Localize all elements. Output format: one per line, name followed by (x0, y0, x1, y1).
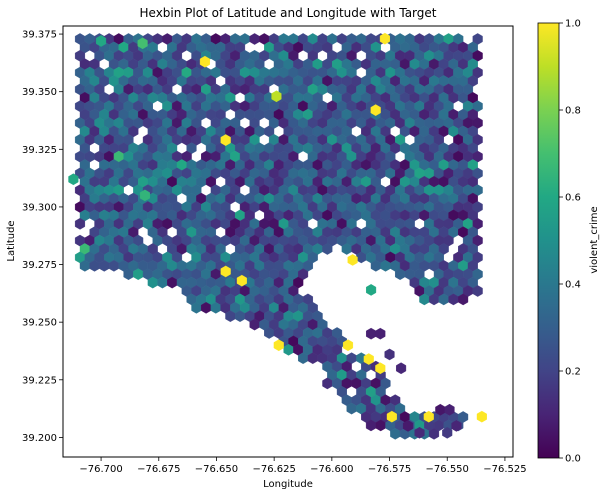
x-tick-label: −76.600 (310, 464, 353, 475)
hexbin-cell (347, 254, 358, 266)
colorbar-tick-label: 0.4 (565, 280, 581, 291)
hexbin-cell (363, 353, 374, 365)
colorbar-tick-label: 0.0 (565, 454, 581, 465)
hexbin-cell (472, 285, 483, 297)
hexbin-cell (370, 104, 381, 116)
colorbar-label: violent_crime (589, 206, 600, 273)
hexbin-cell (236, 274, 247, 287)
colorbar-tick-label: 0.8 (565, 106, 581, 117)
x-tick-label: −76.550 (426, 464, 469, 475)
hexbin-cell (476, 410, 487, 423)
hexbin-cell (375, 327, 386, 340)
x-tick-label: −76.625 (252, 464, 295, 475)
hexbin-cell (414, 426, 425, 439)
hexbin-cells (68, 32, 487, 440)
hexbin-cell (458, 293, 469, 306)
x-tick-label: −76.650 (195, 464, 238, 475)
hexbin-cell (96, 35, 107, 47)
colorbar: 0.0 0.2 0.4 0.6 0.8 1.0 violent_crime (537, 19, 600, 465)
hexbin-cell (366, 284, 377, 296)
hexbin-cell (366, 327, 377, 340)
y-tick-label: 39.250 (22, 318, 57, 329)
y-tick-label: 39.350 (22, 87, 57, 98)
hexbin-cell (428, 427, 440, 440)
hexbin-cell (451, 420, 462, 432)
hexbin-cell (402, 420, 414, 432)
chart-title: Hexbin Plot of Latitude and Longitude wi… (140, 6, 437, 20)
y-tick-label: 39.325 (22, 145, 57, 156)
hexbin-cell (68, 173, 79, 186)
colorbar-tick-label: 0.6 (565, 193, 581, 204)
hexbin-cell (322, 243, 333, 255)
y-tick-label: 39.300 (22, 202, 57, 213)
hexbin-cell (220, 134, 231, 146)
y-tick-label: 39.200 (22, 433, 57, 444)
hexbin-cell (139, 189, 150, 202)
hexbin-cell (220, 265, 231, 278)
x-tick-label: −76.700 (79, 464, 122, 475)
colorbar-tick-label: 1.0 (565, 19, 581, 30)
hexbin-cell (423, 410, 434, 423)
colorbar-gradient (537, 22, 560, 459)
hexbin-cell (444, 403, 455, 416)
hexbin-cell (342, 339, 354, 352)
colorbar-ticks: 0.0 0.2 0.4 0.6 0.8 1.0 (559, 19, 581, 465)
x-axis-ticks: −76.700 −76.675 −76.650 −76.625 −76.600 −76.5… (79, 457, 527, 475)
hexbin-cell (379, 32, 390, 45)
x-tick-label: −76.575 (368, 464, 411, 475)
hexbin-cell (74, 217, 86, 230)
hexbin-cell (442, 426, 453, 439)
colorbar-tick-label: 0.2 (565, 367, 581, 378)
hexbin-cell (273, 339, 284, 352)
hexbin-cell (199, 55, 210, 68)
y-axis-ticks: 39.200 39.225 39.250 39.275 39.300 39.325 39.3… (22, 30, 63, 444)
y-tick-label: 39.275 (22, 260, 57, 271)
x-axis-label: Longitude (263, 479, 313, 490)
x-tick-label: −76.675 (137, 464, 180, 475)
x-tick-label: −76.525 (483, 464, 526, 475)
y-axis-label: Latitude (6, 220, 17, 261)
y-tick-label: 39.375 (22, 30, 57, 41)
y-tick-label: 39.225 (22, 375, 57, 386)
hexbin-cell (375, 362, 386, 375)
hexbin-cell (137, 37, 148, 50)
hexbin-cell (249, 33, 260, 45)
hexbin-cell (386, 410, 397, 423)
hexbin-cell (271, 90, 282, 103)
hexbin-cell (396, 362, 407, 375)
hexbin-cell (384, 348, 395, 361)
plot-frame (62, 25, 514, 458)
